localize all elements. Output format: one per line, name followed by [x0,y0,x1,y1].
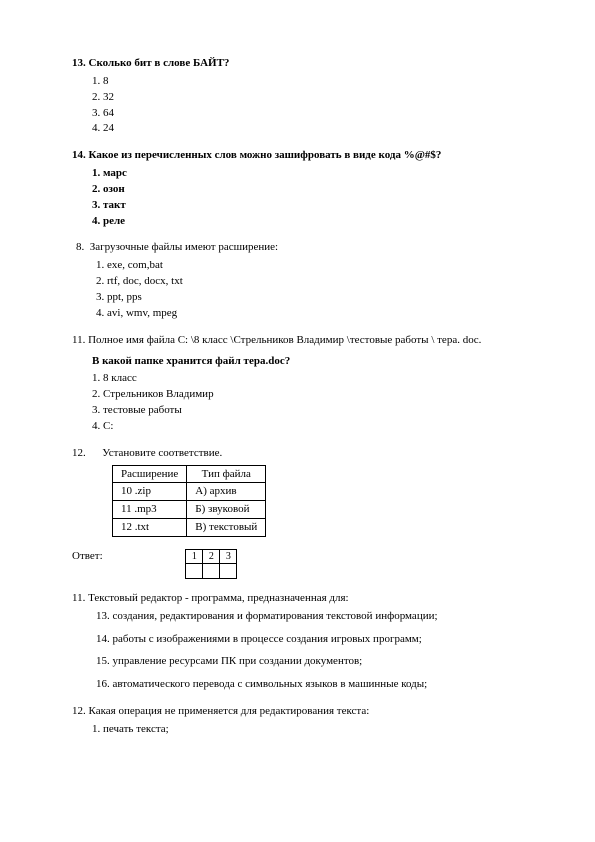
q13-number: 13. [72,57,86,69]
question-12a: 12. Установите соответствие. Расширение … [72,446,535,537]
q8-text: Загрузочные файлы имеют расширение: [90,241,278,253]
q8-opt2: 2. rtf, doc, docx, txt [96,274,535,289]
q11a-options: 1. 8 класс 2. Стрельников Владимир 3. те… [92,371,535,433]
q11b-opt16: 16. автоматического перевода с символьны… [96,677,535,692]
q12b-opt1: 1. печать текста; [92,722,535,737]
q11b-options: 13. создания, редактирования и форматиро… [96,609,535,692]
question-11b: 11. Текстовый редактор - программа, пред… [72,591,535,692]
q12b-text: Какая операция не применяется для редакт… [89,705,370,717]
table-header-ext: Расширение [113,465,187,483]
answer-cell-1: 1 [186,549,203,564]
answer-blank-1 [186,564,203,579]
answer-grid: 1 2 3 [185,549,237,579]
table-cell-r1c1: 10 .zip [113,483,187,501]
q11b-opt14: 14. работы с изображениями в процессе со… [96,632,535,647]
table-cell-r3c1: 12 .txt [113,519,187,537]
q12a-text: Установите соответствие. [102,447,222,459]
table-cell-r2c1: 11 .mp3 [113,501,187,519]
q11b-opt15: 15. управление ресурсами ПК при создании… [96,654,535,669]
q11b-text: Текстовый редактор - программа, предназн… [88,592,349,604]
q14-options: 1. марс 2. озон 3. такт 4. реле [92,166,535,228]
q13-opt4: 4. 24 [92,121,535,136]
q11b-number: 11. [72,592,85,604]
question-13: 13. Сколько бит в слове БАЙТ? 1. 8 2. 32… [72,56,535,136]
q11a-opt4: 4. С: [92,419,535,434]
answer-label: Ответ: [72,550,103,562]
question-12b: 12. Какая операция не применяется для ре… [72,704,535,737]
q12b-options: 1. печать текста; [92,722,535,737]
answer-cell-3: 3 [220,549,237,564]
q13-opt3: 3. 64 [92,106,535,121]
question-11a: 11. Полное имя файла С: \8 класс \Стрель… [72,333,535,434]
q11a-opt1: 1. 8 класс [92,371,535,386]
table-cell-r3c2: В) текстовый [187,519,266,537]
q8-number: 8. [76,241,84,253]
q11a-number: 11. [72,334,85,346]
q8-options: 1. exe, com,bat 2. rtf, doc, docx, txt 3… [96,258,535,320]
q12a-number: 12. [72,447,86,459]
q14-opt1: 1. марс [92,166,535,181]
q13-opt1: 1. 8 [92,74,535,89]
q14-opt3: 3. такт [92,198,535,213]
answer-blank-3 [220,564,237,579]
extension-table: Расширение Тип файла 10 .zip А) архив 11… [112,465,266,537]
q13-opt2: 2. 32 [92,90,535,105]
q8-opt4: 4. avi, wmv, mpeg [96,306,535,321]
q11b-opt13: 13. создания, редактирования и форматиро… [96,609,535,624]
q13-text: Сколько бит в слове БАЙТ? [89,57,230,69]
q11a-opt2: 2. Стрельников Владимир [92,387,535,402]
q12b-number: 12. [72,705,86,717]
q8-opt1: 1. exe, com,bat [96,258,535,273]
answer-cell-2: 2 [203,549,220,564]
table-header-type: Тип файла [187,465,266,483]
q11a-opt3: 3. тестовые работы [92,403,535,418]
answer-blank-2 [203,564,220,579]
q11a-text: Полное имя файла С: \8 класс \Стрельнико… [88,334,481,346]
q14-opt2: 2. озон [92,182,535,197]
q11a-subquestion: В какой папке хранится файл тера.doc? [92,354,535,369]
q13-options: 1. 8 2. 32 3. 64 4. 24 [92,74,535,136]
question-14: 14. Какое из перечисленных слов можно за… [72,148,535,228]
table-cell-r2c2: Б) звуковой [187,501,266,519]
q14-text: Какое из перечисленных слов можно зашифр… [89,149,442,161]
answer-row: Ответ: 1 2 3 [72,549,535,579]
table-cell-r1c2: А) архив [187,483,266,501]
page: 13. Сколько бит в слове БАЙТ? 1. 8 2. 32… [0,0,595,789]
question-8: 8. Загрузочные файлы имеют расширение: 1… [76,240,535,320]
q8-opt3: 3. ppt, pps [96,290,535,305]
q14-opt4: 4. реле [92,214,535,229]
q14-number: 14. [72,149,86,161]
